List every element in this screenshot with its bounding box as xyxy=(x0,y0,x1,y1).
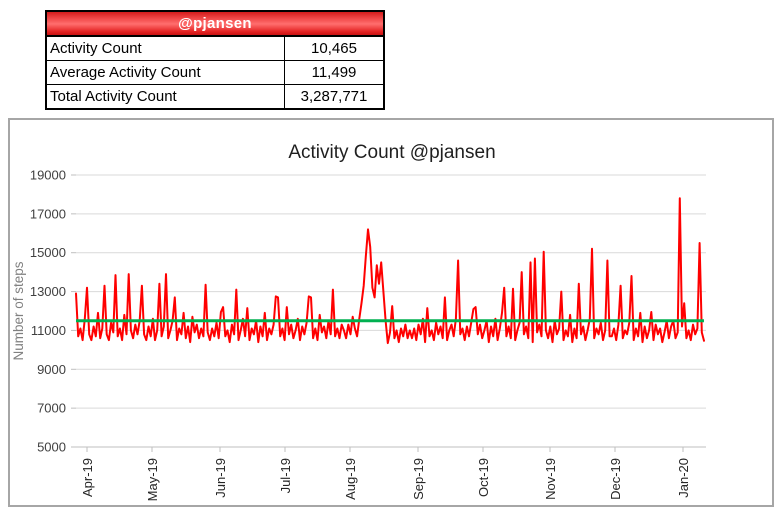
y-tick-label: 17000 xyxy=(30,206,66,221)
y-tick-label: 19000 xyxy=(30,168,66,183)
x-tick-label: Aug-19 xyxy=(343,458,358,500)
table-row: Average Activity Count 11,499 xyxy=(45,60,385,85)
y-tick-label: 7000 xyxy=(37,401,66,416)
x-tick-label: Dec-19 xyxy=(608,458,623,500)
x-tick-label: Jun-19 xyxy=(213,458,228,498)
stat-label-activity-count[interactable]: Activity Count xyxy=(45,35,285,61)
stats-table-header-cell[interactable]: @pjansen xyxy=(45,10,385,37)
table-row: Activity Count 10,465 xyxy=(45,35,385,61)
x-tick-label: Apr-19 xyxy=(80,458,95,497)
activity-chart[interactable]: 19000 17000 15000 13000 11000 9000 7000 5000 Apr… xyxy=(8,118,774,507)
y-tick-label: 11000 xyxy=(31,323,66,338)
stat-label-average-activity-count[interactable]: Average Activity Count xyxy=(45,60,285,85)
stat-label-total-activity-count[interactable]: Total Activity Count xyxy=(45,84,285,110)
y-tick-label: 5000 xyxy=(37,440,66,455)
stats-table: @pjansen Activity Count 10,465 Average A… xyxy=(45,10,385,110)
x-tick-label: May-19 xyxy=(145,458,160,501)
y-tick-label: 13000 xyxy=(30,284,66,299)
chart-title: Activity Count @pjansen xyxy=(288,142,495,163)
x-tick-label: Nov-19 xyxy=(543,458,558,500)
x-tick-label: Jul-19 xyxy=(278,458,293,493)
stat-value-activity-count[interactable]: 10,465 xyxy=(284,35,385,61)
table-row: Total Activity Count 3,287,771 xyxy=(45,84,385,110)
x-tick-label: Sep-19 xyxy=(411,458,426,500)
stat-value-total-activity-count[interactable]: 3,287,771 xyxy=(284,84,385,110)
x-tick-label: Oct-19 xyxy=(476,458,491,497)
y-axis-title: Number of steps xyxy=(11,261,26,360)
x-tick-label: Jan-20 xyxy=(676,458,691,498)
y-tick-label: 15000 xyxy=(30,245,66,260)
chart-canvas: 19000 17000 15000 13000 11000 9000 7000 5000 Apr… xyxy=(11,142,706,501)
stat-value-average-activity-count[interactable]: 11,499 xyxy=(284,60,385,85)
y-tick-label: 9000 xyxy=(37,362,66,377)
daily-activity-line[interactable] xyxy=(75,197,705,345)
